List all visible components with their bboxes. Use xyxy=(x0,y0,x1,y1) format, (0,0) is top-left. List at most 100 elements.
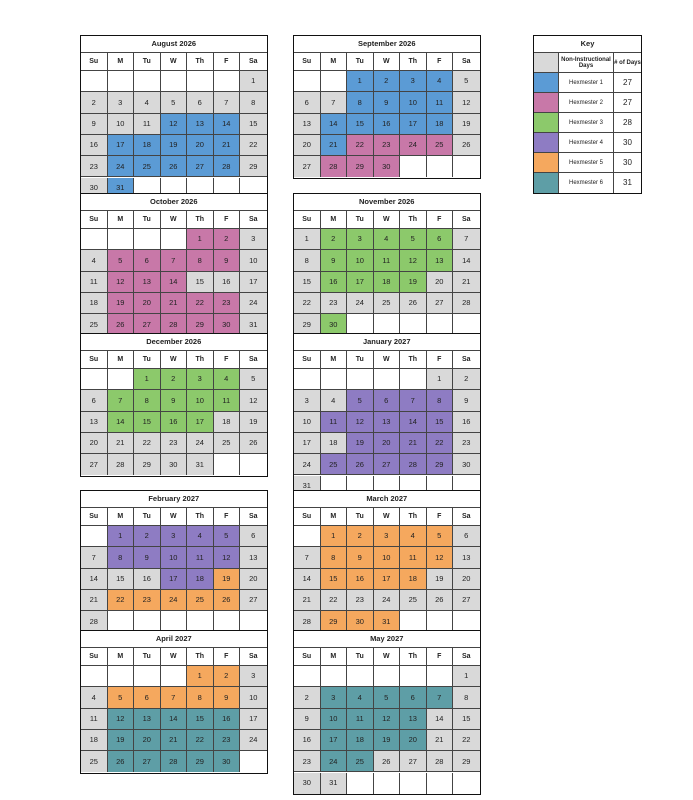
month-title: November 2026 xyxy=(294,194,480,211)
weekday-header: F xyxy=(213,53,240,71)
day-cell: 13 xyxy=(294,113,321,135)
day-cell: 26 xyxy=(160,156,187,178)
weekday-header: Th xyxy=(400,508,427,526)
day-cell: 17 xyxy=(294,432,321,455)
weekday-header: W xyxy=(373,351,400,369)
weekday-header: F xyxy=(426,648,453,666)
day-cell: 2 xyxy=(294,687,321,709)
month-title: April 2027 xyxy=(81,631,267,648)
day-cell: 3 xyxy=(160,526,187,548)
day-cell: 4 xyxy=(347,687,374,709)
day-cell: 11 xyxy=(373,250,400,272)
day-cell: 9 xyxy=(160,390,187,412)
day-cell: 4 xyxy=(213,369,240,391)
day-cell: 21 xyxy=(426,729,453,752)
month-calendar: January 2027 Su M Tu W Th F Sa 1 2 3 4 5 6 7 8 9 10 11 12 13… xyxy=(293,333,481,498)
day-cell: 15 xyxy=(320,568,347,590)
day-cell: 15 xyxy=(240,113,267,135)
empty-cell xyxy=(426,156,453,178)
day-cell: 12 xyxy=(373,708,400,730)
month-title: May 2027 xyxy=(294,631,480,648)
day-cell: 2 xyxy=(320,229,347,251)
weekday-header: Su xyxy=(294,53,321,71)
key-label: Hexmester 5 xyxy=(559,153,614,173)
empty-cell xyxy=(347,772,374,794)
day-cell: 18 xyxy=(373,271,400,293)
day-cell: 26 xyxy=(240,432,267,455)
day-cell: 24 xyxy=(294,454,321,476)
empty-cell xyxy=(160,611,187,633)
day-cell: 3 xyxy=(240,666,267,688)
day-cell: 8 xyxy=(426,390,453,412)
day-cell: 20 xyxy=(453,568,480,590)
day-cell: 31 xyxy=(373,611,400,633)
empty-cell xyxy=(81,526,108,548)
day-cell: 18 xyxy=(400,568,427,590)
month-calendar: April 2027 Su M Tu W Th F Sa 1 2 3 4 5 6 7 8 9 10 11 12 13 14… xyxy=(80,630,268,774)
day-cell: 22 xyxy=(453,729,480,752)
day-cell: 7 xyxy=(320,92,347,114)
weekday-header: Tu xyxy=(134,648,161,666)
day-cell: 10 xyxy=(400,92,427,114)
day-cell: 19 xyxy=(213,568,240,590)
day-cell: 1 xyxy=(187,666,214,688)
day-cell: 15 xyxy=(134,411,161,433)
day-cell: 25 xyxy=(134,156,161,178)
day-cell: 21 xyxy=(160,729,187,752)
day-cell: 25 xyxy=(81,314,108,336)
day-cell: 18 xyxy=(213,411,240,433)
day-cell: 8 xyxy=(347,92,374,114)
day-cell: 22 xyxy=(187,292,214,315)
day-cell: 1 xyxy=(240,71,267,93)
day-cell: 15 xyxy=(347,113,374,135)
empty-cell xyxy=(81,369,108,391)
weekday-header: Sa xyxy=(453,211,480,229)
key-days: # of Days xyxy=(614,53,641,73)
day-cell: 7 xyxy=(160,687,187,709)
day-cell: 23 xyxy=(134,589,161,612)
weekday-header: M xyxy=(107,351,134,369)
day-cell: 8 xyxy=(187,250,214,272)
day-cell: 14 xyxy=(213,113,240,135)
day-cell: 24 xyxy=(347,292,374,315)
day-cell: 8 xyxy=(320,547,347,569)
empty-cell xyxy=(400,156,427,178)
key-label: Hexmester 1 xyxy=(559,73,614,93)
empty-cell xyxy=(160,229,187,251)
day-cell: 30 xyxy=(347,611,374,633)
day-cell: 20 xyxy=(400,729,427,752)
day-cell: 12 xyxy=(400,250,427,272)
day-cell: 15 xyxy=(187,708,214,730)
day-cell: 22 xyxy=(347,134,374,157)
day-cell: 4 xyxy=(320,390,347,412)
day-cell: 30 xyxy=(160,454,187,476)
empty-cell xyxy=(373,314,400,336)
weekday-header: Su xyxy=(81,648,108,666)
day-cell: 16 xyxy=(213,271,240,293)
day-cell: 23 xyxy=(373,134,400,157)
day-cell: 14 xyxy=(294,568,321,590)
day-cell: 9 xyxy=(453,390,480,412)
weekday-header: F xyxy=(426,53,453,71)
month-title: February 2027 xyxy=(81,491,267,508)
weekday-header: Tu xyxy=(134,211,161,229)
day-cell: 1 xyxy=(134,369,161,391)
empty-cell xyxy=(187,71,214,93)
day-cell: 22 xyxy=(107,589,134,612)
day-cell: 12 xyxy=(107,271,134,293)
empty-cell xyxy=(107,229,134,251)
day-cell: 2 xyxy=(213,666,240,688)
day-cell: 5 xyxy=(240,369,267,391)
key-swatch xyxy=(534,53,559,73)
day-cell: 25 xyxy=(81,751,108,773)
day-cell: 2 xyxy=(373,71,400,93)
weekday-header: F xyxy=(426,508,453,526)
day-cell: 7 xyxy=(160,250,187,272)
day-cell: 11 xyxy=(426,92,453,114)
day-cell: 24 xyxy=(240,292,267,315)
empty-cell xyxy=(134,71,161,93)
key-table: Key Non-Instructional Days # of Days Hexmes… xyxy=(533,35,642,194)
weekday-header: M xyxy=(320,648,347,666)
day-cell: 23 xyxy=(160,432,187,455)
day-cell: 12 xyxy=(160,113,187,135)
